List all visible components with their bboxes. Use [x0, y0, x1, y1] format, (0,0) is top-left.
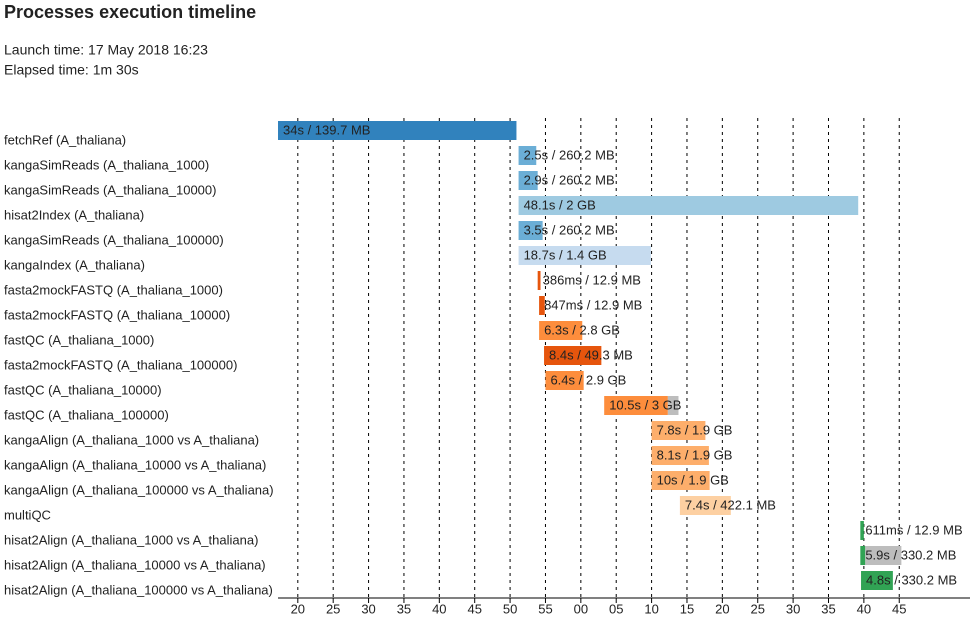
- task-name: fasta2mockFASTQ (A_thaliana_100000): [4, 357, 237, 372]
- x-tick-label: 35: [397, 601, 411, 616]
- elapsed-time: Elapsed time: 1m 30s: [4, 62, 139, 78]
- task-label: 6.4s / 2.9 GB: [550, 372, 626, 387]
- task-name: fastQC (A_thaliana_10000): [4, 382, 162, 397]
- task-bar: [518, 196, 859, 215]
- task-name: kangaAlign (A_thaliana_10000 vs A_thalia…: [4, 457, 266, 472]
- x-tick-label: 45: [467, 601, 481, 616]
- task-bar: [537, 271, 541, 290]
- task-label: 18.7s / 1.4 GB: [524, 247, 607, 262]
- x-tick-label: 30: [786, 601, 800, 616]
- task-label: 5.9s / 330.2 MB: [865, 547, 956, 562]
- x-tick-label: 20: [291, 601, 305, 616]
- task-bar: [651, 446, 709, 465]
- task-label: 386ms / 12.9 MB: [543, 272, 641, 287]
- task-bar: [651, 421, 706, 440]
- chart-title: Processes execution timeline: [4, 2, 256, 22]
- task-name: kangaSimReads (A_thaliana_10000): [4, 182, 216, 197]
- task-bar: [278, 121, 517, 140]
- task-bar: [539, 296, 545, 315]
- task-name: hisat2Align (A_thaliana_1000 vs A_thalia…: [4, 532, 258, 547]
- x-tick-label: 40: [432, 601, 446, 616]
- task-bar: [518, 221, 543, 240]
- task-name: multiQC: [4, 507, 51, 522]
- task-label: 3.5s / 260.2 MB: [524, 222, 615, 237]
- task-name: kangaSimReads (A_thaliana_100000): [4, 232, 224, 247]
- task-bar-tail: [865, 546, 902, 565]
- task-bar: [545, 371, 584, 390]
- task-bar: [860, 521, 864, 540]
- task-label: 34s / 139.7 MB: [283, 122, 370, 137]
- x-tick-label: 05: [609, 601, 623, 616]
- task-bar: [651, 471, 710, 490]
- task-label: 8.4s / 49.3 MB: [549, 347, 633, 362]
- task-name: fetchRef (A_thaliana): [4, 132, 126, 147]
- x-tick-label: 25: [750, 601, 764, 616]
- task-name: hisat2Index (A_thaliana): [4, 207, 144, 222]
- x-tick-label: 00: [574, 601, 588, 616]
- task-name: kangaIndex (A_thaliana): [4, 257, 145, 272]
- x-tick-label: 20: [715, 601, 729, 616]
- task-bar-tail: [667, 396, 679, 415]
- task-name: hisat2Align (A_thaliana_10000 vs A_thali…: [4, 557, 266, 572]
- task-name: kangaAlign (A_thaliana_1000 vs A_thalian…: [4, 432, 259, 447]
- task-name: fasta2mockFASTQ (A_thaliana_10000): [4, 307, 230, 322]
- task-label: 2.5s / 260.2 MB: [524, 147, 615, 162]
- task-label: 4.8s / 330.2 MB: [866, 572, 957, 587]
- task-label: 10.5s / 3 GB: [609, 397, 681, 412]
- task-name: fastQC (A_thaliana_1000): [4, 332, 154, 347]
- task-name: kangaSimReads (A_thaliana_1000): [4, 157, 209, 172]
- task-bar: [539, 321, 583, 340]
- task-name: kangaAlign (A_thaliana_100000 vs A_thali…: [4, 482, 274, 497]
- task-bar: [518, 146, 537, 165]
- task-name: fasta2mockFASTQ (A_thaliana_1000): [4, 282, 223, 297]
- x-tick-label: 30: [361, 601, 375, 616]
- task-label: 7.8s / 1.9 GB: [657, 422, 733, 437]
- task-label: 48.1s / 2 GB: [524, 197, 596, 212]
- task-bar: [544, 346, 602, 365]
- task-label: 8.1s / 1.9 GB: [657, 447, 733, 462]
- x-tick-label: 35: [821, 601, 835, 616]
- task-label: 6.3s / 2.8 GB: [544, 322, 620, 337]
- x-tick-label: 50: [503, 601, 517, 616]
- task-label: 611ms / 12.9 MB: [865, 522, 962, 537]
- x-tick-label: 55: [538, 601, 552, 616]
- x-tick-label: 45: [892, 601, 906, 616]
- x-tick-label: 40: [857, 601, 871, 616]
- x-tick-label: 10: [644, 601, 658, 616]
- launch-time: Launch time: 17 May 2018 16:23: [4, 42, 208, 58]
- task-label: 2.9s / 260.2 MB: [524, 172, 615, 187]
- task-bar: [861, 571, 893, 590]
- task-name: hisat2Align (A_thaliana_100000 vs A_thal…: [4, 582, 273, 597]
- task-bar: [860, 546, 866, 565]
- task-name: fastQC (A_thaliana_100000): [4, 407, 169, 422]
- task-label: 847ms / 12.9 MB: [544, 297, 642, 312]
- task-bar: [604, 396, 668, 415]
- task-bar: [518, 171, 538, 190]
- x-tick-label: 15: [680, 601, 694, 616]
- x-tick-label: 25: [326, 601, 340, 616]
- task-label: 7.4s / 422.1 MB: [685, 497, 776, 512]
- task-bar: [518, 246, 651, 265]
- task-label: 10s / 1.9 GB: [657, 472, 729, 487]
- task-bar: [679, 496, 731, 515]
